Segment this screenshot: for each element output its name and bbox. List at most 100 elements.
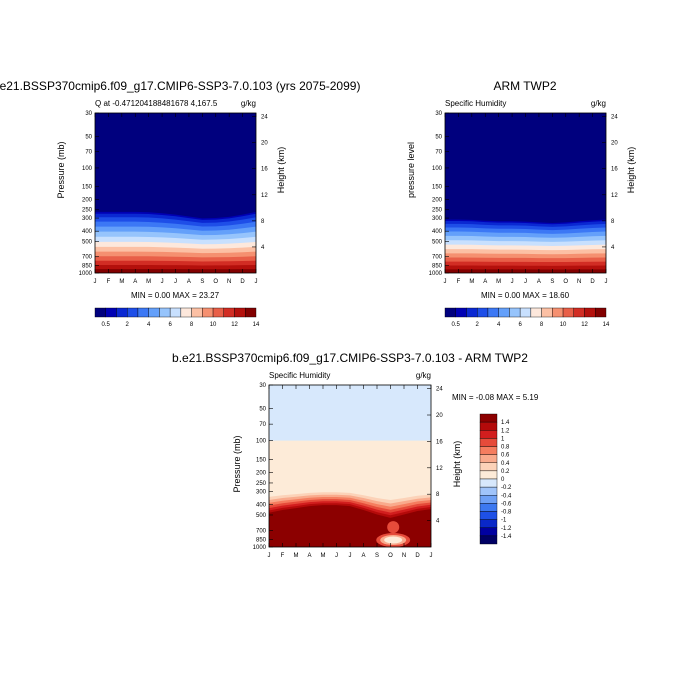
y-tick-label: 100 [82,166,93,172]
y-tick-label: 300 [256,489,267,495]
y-tick-label: 70 [259,422,266,428]
y-tick-label: 200 [82,198,93,204]
panel-1-units-label: g/kg [241,99,256,108]
colorbar-label: -1.2 [501,526,512,532]
y-tick-label: 300 [432,216,443,222]
y-tick-label: 50 [85,134,92,140]
y-right-tick-label: 20 [611,141,618,147]
y-right-tick-label: 16 [436,439,443,445]
x-tick-label: F [107,279,111,285]
y-tick-label: 700 [432,255,443,261]
colorbar-swatch [477,307,489,318]
colorbar-label: -0.6 [501,501,512,507]
x-tick-label: O [213,279,218,285]
y-tick-label: 150 [256,457,267,463]
x-tick-label: J [268,553,271,559]
y-tick-label: 50 [435,134,442,140]
y-right-tick-label: 4 [611,245,615,251]
y-tick-label: 30 [259,383,266,389]
panel-3-y-axis-label: Pressure (mb) [232,435,242,492]
x-tick-label: F [281,553,285,559]
colorbar-swatch [148,307,160,318]
panel-3-y-axis-right-label: Height (km) [452,441,462,488]
x-tick-label: M [321,553,326,559]
y-tick-label: 850 [82,264,93,270]
y-right-tick-label: 12 [611,193,618,199]
y-tick-label: 850 [432,264,443,270]
colorbar-label: -1.4 [501,534,512,540]
colorbar-swatch [487,307,499,318]
anomaly-band [387,521,400,534]
colorbar-swatch [479,421,498,431]
x-tick-label: M [294,553,299,559]
colorbar-label: 2 [126,322,130,328]
colorbar-label: 0.4 [501,461,510,467]
y-tick-label: 50 [259,407,266,413]
panel-2-y-axis-right-label: Height (km) [626,147,636,194]
colorbar-swatch [245,307,257,318]
colorbar-swatch [479,511,498,520]
colorbar-swatch [479,478,498,488]
panel-3-colorbar: 1.4 1.2 1 0.8 0.6 0.4 0.2 0 -0.2 -0.4 -0.6 -0.8 -1 -1… [479,413,512,545]
y-right-tick-label: 24 [611,115,618,121]
y-tick-label: 30 [85,111,92,117]
colorbar-label: 6 [168,322,172,328]
colorbar-swatch [530,307,542,318]
colorbar-label: 4 [147,322,151,328]
x-tick-label: N [227,279,231,285]
colorbar-label: 4 [497,322,501,328]
x-tick-label: J [605,279,608,285]
y-right-tick-label: 12 [436,466,443,472]
x-tick-label: A [307,553,311,559]
y-right-tick-label: 24 [261,115,268,121]
colorbar-label: 1.2 [501,428,510,434]
colorbar-swatch [444,307,456,318]
colorbar-swatch [479,503,498,512]
colorbar-swatch [479,519,498,528]
colorbar-label: 0.5 [102,322,111,328]
panel-3-title: b.e21.BSSP370cmip6.f09_g17.CMIP6-SSP3-7.… [172,351,528,365]
panel-3-variable-label: Specific Humidity [269,371,330,380]
y-right-tick-label: 16 [611,167,618,173]
x-tick-label: N [402,553,406,559]
y-tick-label: 850 [256,537,267,543]
panel-3-units-label: g/kg [416,371,431,380]
x-tick-label: M [146,279,151,285]
x-tick-label: F [457,279,461,285]
x-tick-label: J [255,279,258,285]
y-tick-label: 700 [82,255,93,261]
y-tick-label: 200 [256,471,267,477]
x-tick-label: O [563,279,568,285]
colorbar-label: 1.4 [501,420,510,426]
colorbar-label: 2 [476,322,480,328]
colorbar-label: -0.4 [501,493,512,499]
colorbar-swatch [94,307,106,318]
y-right-tick-label: 8 [261,219,265,225]
y-tick-label: 30 [435,111,442,117]
panel-1: b.e21.BSSP370cmip6.f09_g17.CMIP6-SSP3-7.… [0,79,360,328]
panel-3-plot: 30 50 70 100 150 200 250 300 400 500 700 850 1000 24 2… [253,383,444,559]
colorbar-swatch [595,307,607,318]
panel-1-y-axis-right-label: Height (km) [276,147,286,194]
x-tick-label: D [415,553,420,559]
x-tick-label: A [361,553,365,559]
y-tick-label: 500 [432,239,443,245]
colorbar-swatch [479,527,498,537]
colorbar-swatch [479,446,498,455]
y-right-tick-label: 4 [261,245,265,251]
y-tick-label: 250 [256,481,267,487]
anomaly-core [384,536,403,544]
y-tick-label: 400 [82,229,93,235]
y-right-tick-label: 8 [611,219,615,225]
colorbar-swatch [584,307,596,318]
colorbar-label: -1 [501,518,507,524]
colorbar-label: 8 [540,322,544,328]
y-tick-label: 400 [432,229,443,235]
y-right-tick-label: 24 [436,387,443,393]
panel-3-minmax: MIN = -0.08 MAX = 5.19 [452,393,539,402]
x-tick-label: M [496,279,501,285]
y-tick-label: 700 [256,529,267,535]
colorbar-swatch [159,307,171,318]
